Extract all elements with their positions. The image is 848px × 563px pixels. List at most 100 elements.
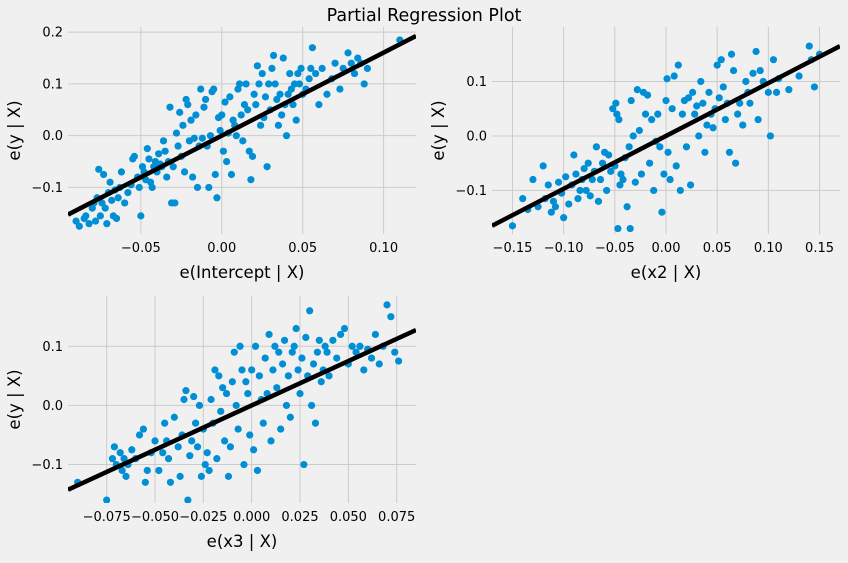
- data-point: [222, 389, 231, 398]
- data-point: [95, 165, 103, 173]
- data-point: [598, 159, 607, 167]
- data-point: [268, 64, 276, 72]
- data-point: [294, 366, 302, 374]
- data-point: [752, 47, 760, 56]
- data-point: [284, 90, 292, 98]
- data-point: [197, 472, 205, 480]
- y-tick-label: 0.2: [42, 26, 63, 41]
- data-point: [247, 176, 255, 184]
- data-point: [337, 330, 345, 339]
- data-point: [91, 217, 100, 225]
- data-point: [615, 116, 623, 124]
- data-point: [312, 69, 320, 78]
- data-point: [689, 88, 697, 96]
- data-point: [736, 99, 744, 107]
- data-point: [292, 324, 300, 333]
- data-point: [244, 389, 252, 398]
- data-point: [236, 342, 244, 350]
- data-point: [75, 222, 83, 230]
- data-point: [218, 111, 226, 119]
- data-point: [116, 449, 124, 457]
- data-point: [274, 121, 283, 129]
- data-point: [170, 413, 178, 421]
- fit-line: [68, 327, 416, 492]
- data-point: [180, 395, 188, 404]
- x-axis-label: e(x3 | X): [207, 532, 278, 551]
- data-point: [117, 168, 126, 176]
- x-tick-label: 0.15: [805, 241, 834, 256]
- data-point: [756, 66, 764, 75]
- data-point: [646, 159, 654, 167]
- data-point: [715, 94, 723, 102]
- data-point: [347, 59, 355, 67]
- data-point: [282, 401, 291, 410]
- x-tick-label: −0.025: [179, 510, 227, 525]
- data-point: [213, 194, 221, 202]
- data-point: [137, 212, 145, 220]
- data-point: [701, 148, 709, 156]
- data-point: [273, 384, 281, 392]
- data-point: [193, 183, 202, 192]
- data-point: [315, 336, 323, 344]
- y-axis-label: e(y | X): [5, 100, 24, 160]
- data-point: [198, 134, 206, 142]
- data-point: [631, 178, 639, 186]
- y-tick-label: −0.1: [31, 458, 63, 473]
- data-point: [302, 333, 310, 341]
- data-point: [269, 366, 277, 374]
- data-point: [227, 170, 236, 179]
- data-point: [258, 69, 266, 78]
- data-point: [660, 170, 668, 178]
- data-point: [128, 446, 136, 454]
- data-point: [643, 91, 652, 99]
- data-point: [263, 163, 271, 171]
- data-point: [239, 137, 247, 145]
- data-point: [279, 360, 287, 368]
- data-point: [279, 54, 287, 62]
- data-point: [174, 443, 182, 451]
- data-point: [201, 460, 209, 469]
- x-tick-label: 0.025: [281, 510, 318, 525]
- data-point: [635, 126, 643, 135]
- data-point: [391, 348, 399, 356]
- data-point: [298, 354, 306, 362]
- data-point: [205, 466, 213, 475]
- data-point: [145, 155, 153, 163]
- data-point: [309, 360, 318, 368]
- data-point: [805, 42, 813, 50]
- data-point: [174, 142, 182, 150]
- data-point: [141, 478, 149, 486]
- data-point: [686, 181, 695, 189]
- x-tick-label: 0.05: [703, 241, 732, 256]
- y-tick-label: 0.1: [42, 340, 63, 355]
- data-point: [275, 348, 283, 356]
- data-point: [163, 173, 171, 181]
- data-point: [637, 170, 646, 178]
- data-point: [668, 105, 676, 113]
- data-point: [197, 85, 205, 93]
- data-point: [169, 163, 177, 171]
- data-point: [662, 96, 670, 105]
- data-point: [265, 330, 273, 339]
- data-point: [693, 102, 701, 110]
- data-point: [205, 183, 213, 192]
- data-point: [232, 401, 240, 410]
- data-point: [306, 307, 314, 315]
- data-point: [697, 77, 705, 86]
- data-point: [318, 64, 326, 72]
- data-point: [271, 80, 279, 88]
- data-point: [340, 324, 349, 333]
- data-point: [664, 148, 672, 156]
- data-point: [98, 199, 106, 207]
- data-point: [237, 111, 245, 119]
- data-point: [192, 111, 200, 119]
- data-point: [315, 101, 323, 109]
- data-point: [192, 419, 200, 427]
- data-point: [276, 90, 284, 98]
- data-point: [172, 129, 181, 137]
- x-tick-label: 0.075: [378, 510, 415, 525]
- data-point: [670, 72, 678, 80]
- data-point: [317, 378, 325, 386]
- data-point: [159, 449, 167, 457]
- data-point: [224, 472, 233, 480]
